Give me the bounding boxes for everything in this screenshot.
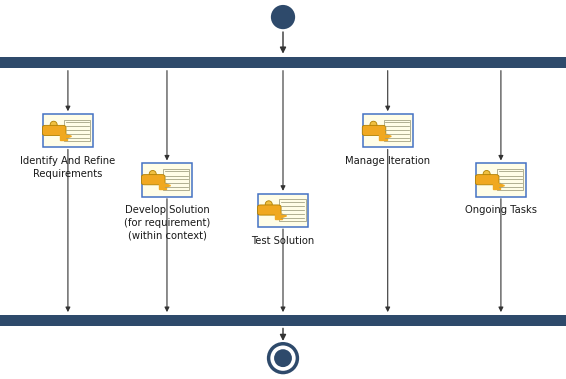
Ellipse shape: [50, 121, 57, 128]
Ellipse shape: [269, 344, 297, 373]
FancyBboxPatch shape: [42, 125, 66, 136]
Polygon shape: [385, 134, 391, 138]
Text: Manage Iteration: Manage Iteration: [345, 156, 430, 166]
Text: Develop Solution
(for requirement)
(within context): Develop Solution (for requirement) (with…: [124, 205, 210, 240]
Polygon shape: [492, 183, 500, 189]
FancyBboxPatch shape: [0, 315, 566, 326]
FancyBboxPatch shape: [258, 205, 281, 215]
FancyBboxPatch shape: [475, 175, 499, 185]
Polygon shape: [275, 213, 282, 219]
Polygon shape: [165, 183, 170, 188]
Ellipse shape: [265, 201, 272, 208]
FancyBboxPatch shape: [142, 163, 192, 197]
Polygon shape: [379, 134, 387, 139]
Ellipse shape: [274, 349, 292, 367]
Text: Test Solution: Test Solution: [251, 236, 315, 246]
Polygon shape: [158, 183, 166, 189]
FancyBboxPatch shape: [363, 114, 413, 147]
Ellipse shape: [149, 171, 156, 177]
Ellipse shape: [271, 5, 295, 29]
Ellipse shape: [483, 171, 490, 177]
FancyBboxPatch shape: [476, 163, 526, 197]
Polygon shape: [59, 134, 67, 139]
Polygon shape: [66, 134, 71, 138]
Text: Ongoing Tasks: Ongoing Tasks: [465, 205, 537, 215]
FancyBboxPatch shape: [43, 114, 93, 147]
FancyBboxPatch shape: [362, 125, 386, 136]
Polygon shape: [499, 183, 504, 188]
Polygon shape: [281, 214, 286, 218]
FancyBboxPatch shape: [0, 57, 566, 68]
Ellipse shape: [370, 121, 377, 128]
Text: Identify And Refine
Requirements: Identify And Refine Requirements: [20, 156, 115, 179]
FancyBboxPatch shape: [142, 175, 165, 185]
FancyBboxPatch shape: [258, 194, 308, 227]
